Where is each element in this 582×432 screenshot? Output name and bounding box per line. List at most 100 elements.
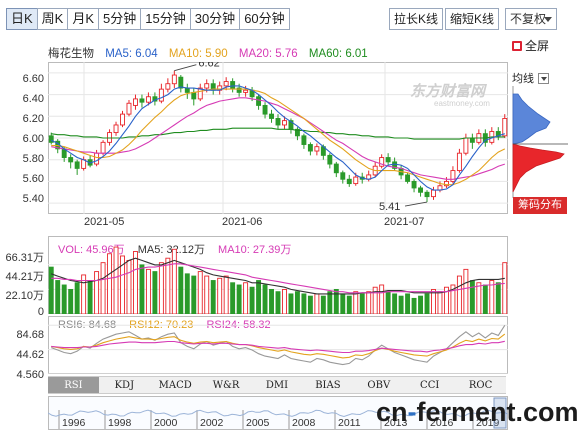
watermark-url: eastmoney.com: [434, 99, 490, 108]
candle: [158, 88, 164, 102]
stock-name: 梅花生物: [48, 48, 94, 60]
volume-bar: [275, 291, 281, 314]
cn-ferment-logo: cn-ferment.com: [376, 397, 579, 428]
candle: [333, 163, 339, 174]
tab-daily-k[interactable]: 日K: [6, 8, 38, 30]
fullscreen-button[interactable]: 全屏: [512, 37, 549, 54]
legend-vol-ma5: MA5: 32.12万: [137, 244, 205, 256]
overview-year: 2002: [200, 417, 224, 429]
candle: [282, 120, 287, 126]
price-tick: 5.80: [22, 153, 44, 165]
tab-roc[interactable]: ROC: [468, 380, 493, 391]
candle: [385, 157, 391, 163]
rsi-tick: 84.68: [16, 329, 44, 341]
overview-year: 2005: [246, 417, 270, 429]
rsi-tick: 44.62: [16, 349, 44, 361]
candle: [165, 83, 171, 90]
volume-bar: [437, 291, 443, 314]
overview-year: 2008: [292, 417, 316, 429]
candle: [431, 189, 436, 198]
volume-bar: [398, 295, 404, 314]
tab-monthly-k[interactable]: 月K: [67, 8, 100, 30]
stretch-kline-button[interactable]: 拉长K线: [389, 8, 444, 30]
candle: [469, 137, 475, 143]
volume-bar: [463, 268, 469, 314]
candle: [68, 157, 74, 163]
volume-bar: [424, 293, 430, 314]
volume-bar: [68, 288, 74, 314]
legend-ma20: MA20: 5.76: [238, 48, 298, 60]
candle: [126, 102, 132, 115]
volume-bar: [87, 280, 93, 314]
volume-bar: [113, 246, 119, 314]
candle: [120, 113, 125, 126]
volume-bar: [204, 275, 210, 314]
candle: [171, 74, 177, 85]
legend-ma10: MA10: 5.90: [168, 48, 228, 60]
tab-30min[interactable]: 30分钟: [189, 8, 241, 30]
ma60-line: [51, 127, 505, 140]
legend-ma5: MA5: 6.04: [105, 48, 158, 60]
tab-kdj[interactable]: KDJ: [114, 380, 135, 391]
volume-bar: [210, 280, 216, 314]
chip-distribution-button[interactable]: 筹码分布: [513, 197, 567, 214]
candle: [243, 89, 249, 93]
volume-bar: [178, 266, 184, 314]
high-annotation: 6.62: [198, 62, 219, 70]
overview-year: 1998: [108, 417, 132, 429]
overview-frame: [48, 396, 508, 430]
candle: [74, 161, 80, 169]
volume-bar: [502, 262, 508, 314]
tab-rsi[interactable]: RSI: [48, 377, 99, 393]
volume-bar: [184, 273, 190, 314]
legend-vol-ma10: MA10: 27.39万: [218, 244, 292, 256]
fullscreen-label: 全屏: [525, 39, 550, 53]
time-tick: 2021-05: [84, 216, 125, 228]
candle: [450, 170, 456, 182]
volume-bar: [145, 268, 151, 314]
candle: [145, 96, 151, 103]
overview-year: 1996: [62, 417, 86, 429]
time-tick: 2021-07: [384, 216, 425, 228]
volume-bar: [100, 262, 106, 314]
volume-bar: [197, 271, 203, 314]
candle: [133, 98, 138, 106]
eastmoney-watermark: 东方财富网 eastmoney.com: [410, 80, 490, 108]
volume-bar: [191, 275, 197, 314]
candle: [204, 83, 210, 89]
chip-selector[interactable]: 均线: [512, 70, 549, 86]
indicator-tabs: RSI KDJ MACD W&R DMI BIAS OBV CCI ROC: [48, 376, 506, 394]
tab-dmi[interactable]: DMI: [265, 380, 289, 391]
volume-bar: [48, 266, 54, 314]
overview-year: 2011: [338, 417, 361, 429]
candle: [191, 91, 197, 100]
tab-cci[interactable]: CCI: [420, 380, 440, 391]
candle: [139, 98, 145, 103]
adjust-select[interactable]: 不复权: [505, 8, 557, 30]
tab-5min[interactable]: 5分钟: [98, 8, 142, 30]
tab-macd[interactable]: MACD: [158, 380, 192, 391]
tab-wr[interactable]: W&R: [212, 380, 240, 391]
volume-bar: [372, 286, 378, 314]
candle: [197, 87, 203, 100]
tab-15min[interactable]: 15分钟: [140, 8, 191, 30]
price-tick: 6.20: [22, 113, 44, 125]
brand-dash: -: [407, 397, 417, 427]
candle: [100, 141, 106, 154]
period-tabs: 日K 周K 月K 5分钟 15分钟 30分钟 60分钟: [6, 8, 290, 30]
volume-bar: [379, 284, 385, 314]
tab-weekly-k[interactable]: 周K: [36, 8, 69, 30]
watermark-brand: 东方财富网: [410, 83, 486, 100]
volume-bar: [359, 293, 365, 314]
tab-obv[interactable]: OBV: [367, 380, 391, 391]
volume-bar: [392, 293, 398, 314]
tab-bias[interactable]: BIAS: [315, 380, 341, 391]
overview-timeline[interactable]: 1996 1998 2000 2002 2005 2008 2011 2013 2016 2019: [48, 396, 508, 430]
volume-bar: [139, 264, 145, 314]
shrink-kline-button[interactable]: 缩短K线: [445, 8, 500, 30]
tab-60min[interactable]: 60分钟: [239, 8, 290, 30]
legend-vol: VOL: 45.96万: [58, 244, 125, 256]
overview-range-handle: [493, 397, 507, 429]
volume-bar: [217, 277, 223, 314]
overview-year: 2013: [384, 417, 408, 429]
